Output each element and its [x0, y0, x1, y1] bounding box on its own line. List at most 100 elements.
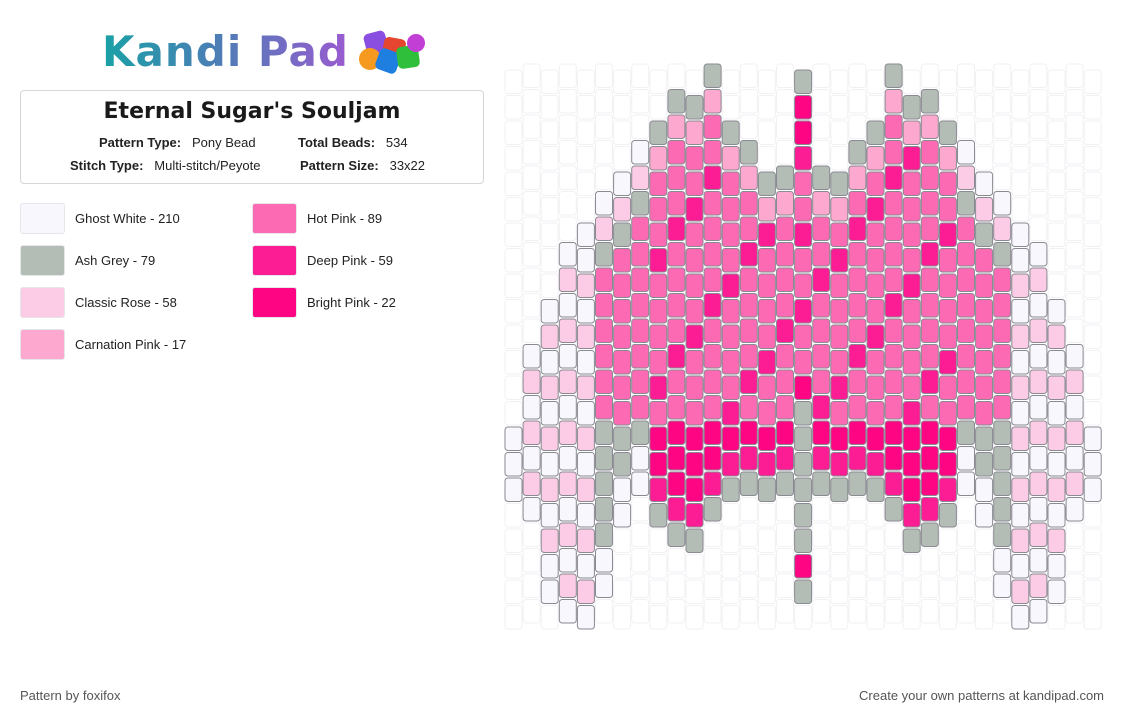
- bead: [884, 369, 903, 394]
- bead: [866, 350, 885, 375]
- legend-label: Ash Grey - 79: [75, 252, 156, 268]
- kandipad-link[interactable]: Create your own patterns at kandipad.com: [859, 688, 1104, 703]
- bead: [776, 446, 794, 471]
- bead: [522, 369, 541, 394]
- empty-bead-slot: [631, 89, 650, 114]
- bead: [576, 350, 595, 375]
- empty-bead-slot: [613, 579, 632, 604]
- bead: [667, 293, 686, 318]
- empty-bead-slot: [776, 114, 794, 139]
- empty-bead-slot: [558, 216, 577, 241]
- bead: [667, 420, 686, 445]
- bead: [975, 299, 994, 324]
- empty-bead-slot: [812, 599, 831, 624]
- legend-item: Deep Pink - 59: [252, 244, 393, 276]
- empty-bead-slot: [884, 522, 903, 547]
- bead: [1029, 369, 1048, 394]
- bead: [703, 497, 722, 522]
- bead: [613, 324, 632, 349]
- empty-bead-slot: [504, 401, 523, 426]
- bead: [902, 401, 921, 426]
- stitch-type-value: Multi-stitch/Peyote: [154, 158, 261, 173]
- empty-bead-slot: [1065, 165, 1084, 190]
- bead: [794, 273, 813, 298]
- empty-bead-slot: [993, 599, 1012, 624]
- bead: [757, 197, 776, 222]
- empty-bead-slot: [667, 63, 686, 88]
- bead: [812, 446, 831, 471]
- empty-bead-slot: [1029, 140, 1048, 165]
- empty-bead-slot: [504, 171, 523, 196]
- bead: [902, 146, 921, 171]
- empty-bead-slot: [613, 95, 632, 120]
- bead: [975, 222, 994, 247]
- color-swatch: [20, 328, 65, 360]
- bead: [576, 222, 595, 247]
- empty-bead-slot: [1083, 120, 1102, 145]
- legend-label: Classic Rose - 58: [75, 294, 177, 310]
- bead: [685, 197, 704, 222]
- empty-bead-slot: [522, 242, 541, 267]
- empty-bead-slot: [884, 599, 903, 624]
- empty-bead-slot: [522, 191, 541, 216]
- empty-bead-slot: [776, 63, 794, 88]
- bead: [957, 293, 975, 318]
- bead: [757, 248, 776, 273]
- bead: [649, 273, 668, 298]
- bead: [757, 477, 776, 502]
- bead: [558, 471, 577, 496]
- kandipad-logo[interactable]: Kandi Pad: [102, 26, 429, 76]
- empty-bead-slot: [522, 63, 541, 88]
- empty-bead-slot: [1083, 324, 1102, 349]
- empty-bead-slot: [703, 599, 722, 624]
- bead: [595, 293, 613, 318]
- empty-bead-slot: [830, 554, 849, 579]
- bead: [1011, 222, 1030, 247]
- bead: [920, 471, 939, 496]
- bead: [920, 420, 939, 445]
- empty-bead-slot: [776, 522, 794, 547]
- empty-bead-slot: [504, 248, 523, 273]
- empty-bead-slot: [757, 554, 776, 579]
- empty-bead-slot: [595, 599, 613, 624]
- empty-bead-slot: [830, 146, 849, 171]
- bead: [1065, 446, 1084, 471]
- bead: [703, 114, 722, 139]
- empty-bead-slot: [866, 69, 885, 94]
- bead: [721, 248, 740, 273]
- bead: [739, 471, 758, 496]
- bead: [812, 420, 831, 445]
- empty-bead-slot: [757, 503, 776, 528]
- bead: [721, 426, 740, 451]
- empty-bead-slot: [576, 197, 595, 222]
- bead: [848, 471, 867, 496]
- empty-bead-slot: [540, 605, 559, 630]
- bead: [776, 369, 794, 394]
- bead: [721, 350, 740, 375]
- bead: [739, 395, 758, 420]
- empty-bead-slot: [1047, 69, 1066, 94]
- bead: [540, 477, 559, 502]
- empty-bead-slot: [938, 95, 957, 120]
- bead: [613, 197, 632, 222]
- bead: [866, 477, 885, 502]
- bead: [613, 426, 632, 451]
- empty-bead-slot: [703, 548, 722, 573]
- bead: [631, 318, 650, 343]
- bead: [721, 146, 740, 171]
- bead: [703, 293, 722, 318]
- bead: [1065, 369, 1084, 394]
- empty-bead-slot: [721, 605, 740, 630]
- pattern-size-row: Pattern Size: 33x22: [300, 158, 425, 173]
- empty-bead-slot: [1029, 89, 1048, 114]
- bead: [576, 248, 595, 273]
- empty-bead-slot: [540, 197, 559, 222]
- bead: [649, 426, 668, 451]
- empty-bead-slot: [522, 114, 541, 139]
- empty-bead-slot: [1047, 171, 1066, 196]
- empty-bead-slot: [558, 165, 577, 190]
- bead: [721, 477, 740, 502]
- bead: [776, 216, 794, 241]
- bead: [1065, 420, 1084, 445]
- empty-bead-slot: [1011, 69, 1030, 94]
